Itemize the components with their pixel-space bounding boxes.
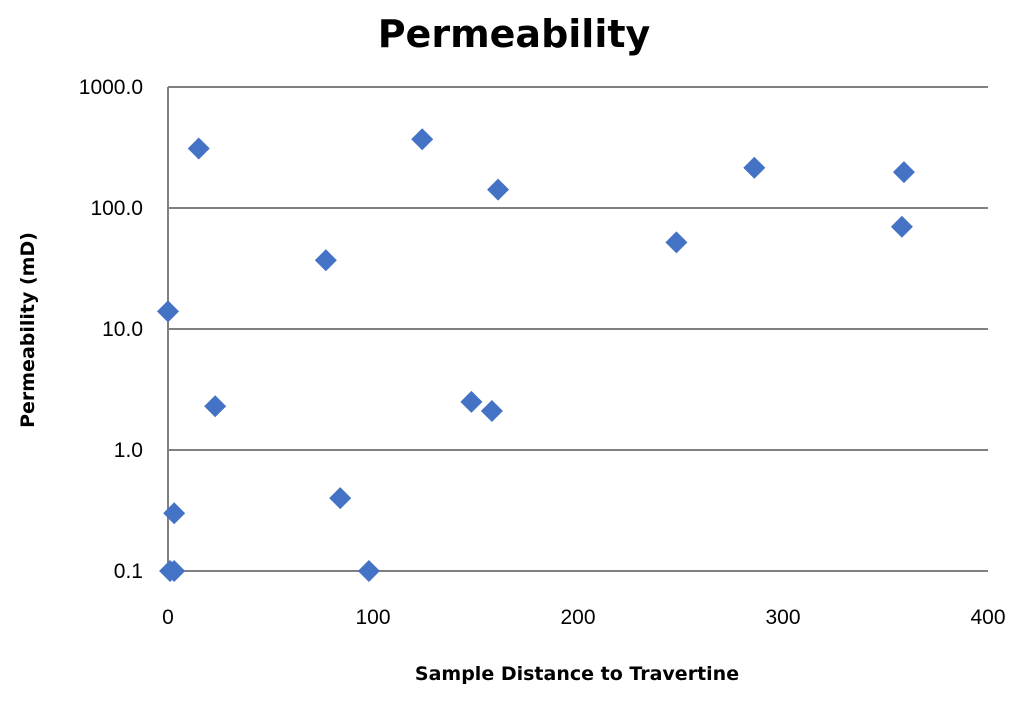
- y-tick-labels: 0.1 1.0 10.0 100.0 1000.0: [79, 76, 143, 583]
- data-point: [314, 249, 337, 272]
- data-point: [480, 400, 503, 423]
- data-point: [487, 178, 510, 201]
- y-tick-label: 10.0: [102, 318, 143, 341]
- chart-title: Permeability: [378, 12, 651, 56]
- x-tick-label: 400: [970, 606, 1005, 629]
- gridlines: [168, 86, 988, 572]
- x-tick-label: 0: [162, 606, 174, 629]
- data-point: [187, 137, 210, 160]
- y-axis-title: Permeability (mD): [17, 232, 39, 428]
- x-tick-label: 200: [560, 606, 595, 629]
- data-point: [157, 300, 179, 323]
- data-point: [890, 215, 913, 238]
- data-point: [329, 487, 352, 510]
- data-point: [743, 156, 766, 179]
- data-point: [357, 560, 380, 582]
- x-axis-title: Sample Distance to Travertine: [415, 663, 739, 685]
- data-point: [204, 395, 227, 418]
- y-tick-label: 1.0: [114, 439, 143, 462]
- data-point: [411, 128, 434, 151]
- data-point: [892, 161, 915, 184]
- data-point: [163, 502, 186, 525]
- y-tick-label: 1000.0: [79, 76, 143, 99]
- y-tick-label: 100.0: [90, 197, 143, 220]
- y-tick-label: 0.1: [114, 560, 143, 583]
- data-point: [163, 560, 186, 582]
- data-points: [157, 128, 915, 582]
- data-point: [460, 390, 483, 413]
- x-tick-label: 100: [355, 606, 390, 629]
- x-tick-labels: 0 100 200 300 400: [162, 606, 1005, 629]
- data-point: [665, 231, 688, 254]
- x-tick-label: 300: [765, 606, 800, 629]
